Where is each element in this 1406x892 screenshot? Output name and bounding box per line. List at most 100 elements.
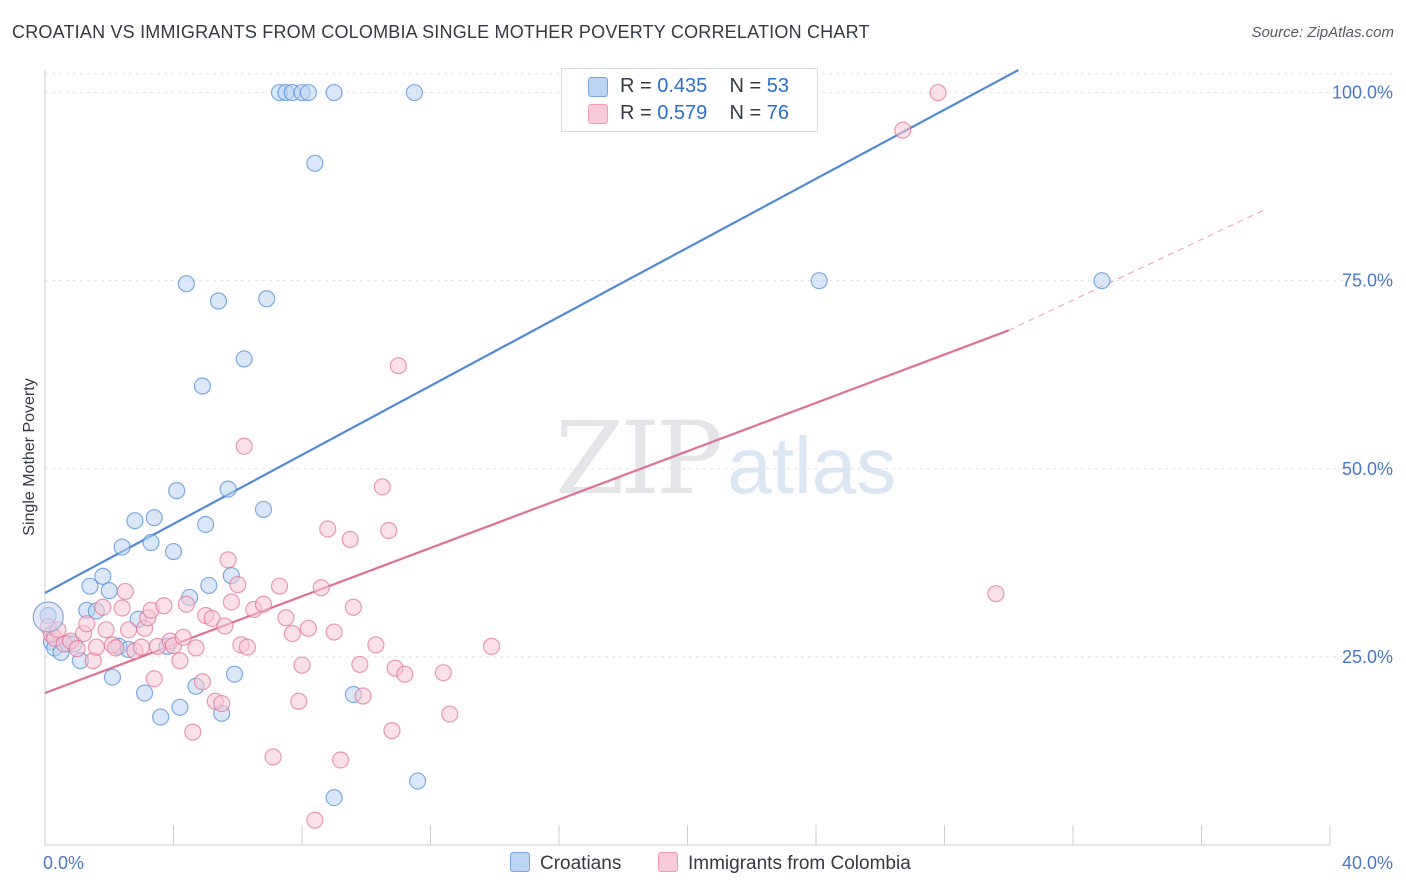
point-colombia bbox=[116, 582, 134, 601]
point-colombia bbox=[270, 577, 289, 595]
point-colombia bbox=[203, 609, 221, 628]
point-croatians bbox=[145, 509, 163, 527]
point-croatians bbox=[193, 377, 212, 395]
point-colombia bbox=[222, 593, 240, 611]
source-label: Source: ZipAtlas.com bbox=[1251, 24, 1394, 41]
point-croatians bbox=[299, 83, 318, 102]
point-colombia bbox=[264, 748, 282, 766]
point-croatians bbox=[152, 708, 170, 726]
legend-n-label: N = bbox=[729, 75, 762, 97]
point-colombia bbox=[219, 551, 237, 569]
point-colombia bbox=[441, 705, 459, 723]
point-croatians bbox=[126, 512, 144, 530]
point-colombia bbox=[373, 478, 391, 496]
point-croatians bbox=[325, 83, 343, 102]
point-colombia bbox=[344, 598, 362, 616]
point-colombia bbox=[319, 520, 337, 538]
point-croatians bbox=[164, 542, 183, 561]
point-colombia bbox=[107, 639, 125, 657]
y-tick-label: 50.0% bbox=[1342, 459, 1393, 479]
point-croatians bbox=[177, 275, 195, 293]
point-croatians bbox=[235, 350, 253, 368]
point-colombia bbox=[929, 83, 947, 102]
axis-labels: 25.0% 50.0% 75.0% 100.0% 0.0% 40.0% Single Mot… bbox=[21, 83, 1393, 873]
legend-stats-croatians: R = 0.435 N = 53 bbox=[620, 75, 789, 98]
legend-label-croatians: Croatians bbox=[540, 853, 622, 874]
point-colombia bbox=[331, 751, 350, 769]
point-colombia bbox=[132, 638, 150, 656]
point-croatians bbox=[225, 665, 244, 683]
chart-title: CROATIAN VS IMMIGRANTS FROM COLOMBIA SIN… bbox=[12, 22, 870, 42]
point-colombia bbox=[229, 576, 247, 594]
point-croatians bbox=[254, 500, 273, 519]
point-colombia bbox=[383, 722, 401, 740]
point-croatians bbox=[200, 576, 218, 595]
point-croatians bbox=[258, 290, 276, 308]
point-colombia bbox=[277, 609, 295, 627]
legend-stats-colombia: R = 0.579 N = 76 bbox=[620, 102, 789, 125]
x-tick-label: 0.0% bbox=[43, 853, 84, 873]
legend-swatch-croatians bbox=[588, 77, 608, 97]
point-colombia bbox=[171, 652, 189, 670]
legend-swatch-colombia bbox=[588, 104, 608, 124]
point-colombia bbox=[254, 595, 273, 613]
point-croatians bbox=[81, 577, 99, 595]
point-colombia bbox=[894, 121, 912, 139]
point-colombia bbox=[987, 585, 1005, 603]
stats-legend: R = 0.435 N = 53 R = 0.579 N = 76 bbox=[561, 68, 818, 132]
legend-r-label: R = bbox=[620, 102, 652, 124]
trend-line-colombia bbox=[44, 329, 1010, 695]
legend-swatch-croatians bbox=[510, 852, 530, 872]
point-croatians bbox=[113, 538, 131, 556]
point-colombia bbox=[312, 579, 330, 597]
legend-item-croatians: Croatians bbox=[510, 852, 621, 875]
legend-n-value: 76 bbox=[766, 102, 790, 124]
x-tick-label: 40.0% bbox=[1342, 853, 1393, 873]
point-croatians bbox=[103, 668, 122, 686]
trend-line-croatians bbox=[44, 69, 1019, 594]
point-colombia bbox=[78, 615, 96, 633]
y-tick-label: 75.0% bbox=[1342, 271, 1393, 291]
point-croatians bbox=[171, 698, 189, 716]
y-tick-label: 100.0% bbox=[1332, 83, 1393, 103]
trend-line-extension-colombia bbox=[1008, 208, 1266, 331]
point-colombia bbox=[389, 357, 407, 375]
legend-label-colombia: Immigrants from Colombia bbox=[688, 853, 911, 874]
point-colombia bbox=[235, 437, 253, 455]
point-colombia bbox=[213, 694, 231, 713]
point-croatians bbox=[1093, 272, 1111, 290]
point-colombia bbox=[380, 521, 398, 540]
point-colombia bbox=[155, 597, 173, 615]
point-colombia bbox=[238, 638, 256, 656]
point-croatians bbox=[405, 83, 424, 102]
point-colombia bbox=[293, 656, 311, 674]
point-croatians bbox=[810, 272, 828, 290]
trend-lines bbox=[44, 69, 1266, 695]
point-colombia bbox=[367, 636, 385, 654]
point-colombia bbox=[119, 621, 138, 639]
point-colombia bbox=[354, 687, 372, 705]
point-colombia bbox=[434, 664, 452, 682]
point-croatians bbox=[135, 684, 154, 702]
point-colombia bbox=[184, 723, 202, 741]
point-colombia bbox=[299, 619, 318, 637]
y-axis-title: Single Mother Poverty bbox=[21, 378, 38, 535]
legend-r-label: R = bbox=[620, 75, 652, 97]
point-colombia bbox=[68, 640, 86, 658]
point-croatians bbox=[306, 154, 324, 172]
point-colombia bbox=[306, 811, 324, 829]
axes bbox=[44, 70, 1331, 846]
point-croatians bbox=[409, 772, 427, 790]
point-colombia bbox=[174, 628, 192, 646]
point-croatians bbox=[142, 533, 160, 552]
point-cluster bbox=[32, 601, 64, 633]
point-colombia bbox=[113, 599, 131, 617]
point-colombia bbox=[145, 670, 163, 688]
point-colombia bbox=[177, 595, 195, 613]
point-croatians bbox=[168, 482, 186, 500]
legend-r-value: 0.435 bbox=[657, 75, 708, 97]
point-colombia bbox=[187, 639, 205, 657]
point-colombia bbox=[94, 598, 112, 616]
point-colombia bbox=[341, 530, 359, 549]
